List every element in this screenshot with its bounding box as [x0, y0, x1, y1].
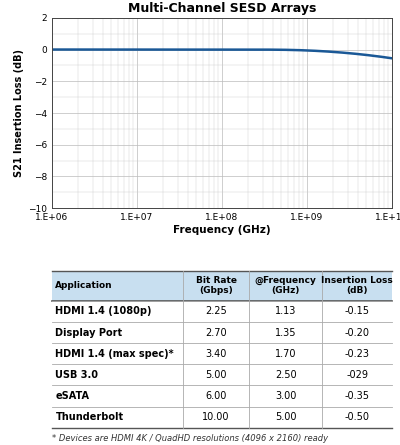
Text: 5.00: 5.00 [275, 412, 296, 422]
Text: Application: Application [55, 281, 113, 290]
Text: Insertion Loss
(dB): Insertion Loss (dB) [321, 276, 393, 295]
Text: * Devices are HDMI 4K / QuadHD resolutions (4096 x 2160) ready: * Devices are HDMI 4K / QuadHD resolutio… [52, 434, 328, 444]
Text: @Frequency
(GHz): @Frequency (GHz) [255, 276, 317, 295]
Text: 6.00: 6.00 [205, 391, 227, 401]
Text: USB 3.0: USB 3.0 [55, 370, 98, 380]
Text: 1.70: 1.70 [275, 349, 296, 359]
Text: -0.35: -0.35 [345, 391, 370, 401]
Text: HDMI 1.4 (1080p): HDMI 1.4 (1080p) [55, 307, 152, 316]
Text: 3.00: 3.00 [275, 391, 296, 401]
Text: 10.00: 10.00 [202, 412, 230, 422]
Text: 5.00: 5.00 [205, 370, 227, 380]
Text: Display Port: Display Port [55, 328, 122, 338]
Text: -029: -029 [346, 370, 368, 380]
Text: -0.15: -0.15 [345, 307, 370, 316]
Text: 3.40: 3.40 [205, 349, 227, 359]
Text: 2.25: 2.25 [205, 307, 227, 316]
Y-axis label: S21 Insertion Loss (dB): S21 Insertion Loss (dB) [14, 49, 24, 177]
Text: 2.70: 2.70 [205, 328, 227, 338]
Text: Thunderbolt: Thunderbolt [55, 412, 124, 422]
Text: 1.13: 1.13 [275, 307, 296, 316]
Text: -0.20: -0.20 [345, 328, 370, 338]
Text: Bit Rate
(Gbps): Bit Rate (Gbps) [196, 276, 236, 295]
Text: -0.23: -0.23 [345, 349, 370, 359]
Title: Multi-Channel SESD Arrays: Multi-Channel SESD Arrays [128, 2, 316, 15]
X-axis label: Frequency (GHz): Frequency (GHz) [173, 225, 271, 235]
Text: 1.35: 1.35 [275, 328, 296, 338]
Text: eSATA: eSATA [55, 391, 90, 401]
Text: -0.50: -0.50 [345, 412, 370, 422]
Text: 2.50: 2.50 [275, 370, 296, 380]
Text: HDMI 1.4 (max spec)*: HDMI 1.4 (max spec)* [55, 349, 174, 359]
